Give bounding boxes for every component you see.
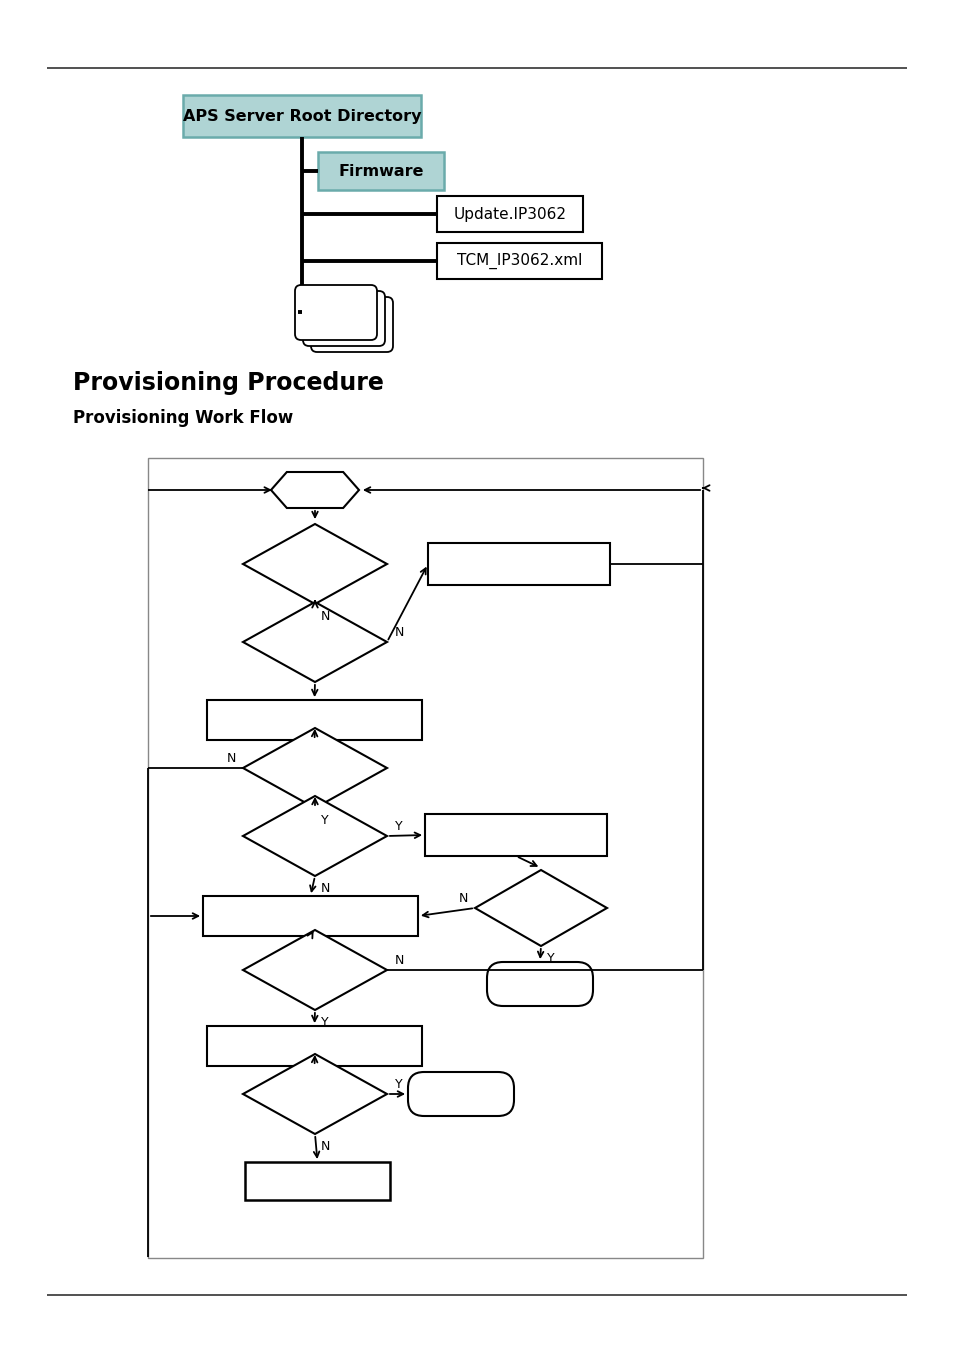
Text: N: N — [394, 953, 403, 967]
FancyBboxPatch shape — [424, 814, 606, 856]
Polygon shape — [243, 524, 387, 603]
Text: APS Server Root Directory: APS Server Root Directory — [183, 108, 421, 123]
FancyBboxPatch shape — [428, 543, 609, 585]
Text: N: N — [457, 891, 467, 904]
FancyBboxPatch shape — [294, 285, 376, 340]
Polygon shape — [243, 930, 387, 1010]
FancyBboxPatch shape — [486, 963, 593, 1006]
Text: Firmware: Firmware — [338, 163, 423, 178]
Text: N: N — [320, 882, 330, 895]
Text: Y: Y — [547, 952, 555, 964]
FancyBboxPatch shape — [203, 896, 417, 936]
FancyBboxPatch shape — [207, 701, 421, 740]
FancyBboxPatch shape — [317, 153, 443, 190]
FancyBboxPatch shape — [436, 243, 601, 279]
Text: Provisioning Procedure: Provisioning Procedure — [73, 371, 383, 396]
Text: Y: Y — [321, 1015, 329, 1029]
Text: N: N — [320, 609, 330, 622]
FancyBboxPatch shape — [303, 292, 385, 346]
Polygon shape — [243, 728, 387, 809]
Polygon shape — [243, 1054, 387, 1134]
Text: Update.IP3062: Update.IP3062 — [453, 207, 566, 221]
FancyBboxPatch shape — [245, 1162, 390, 1200]
Polygon shape — [243, 602, 387, 682]
FancyBboxPatch shape — [311, 297, 393, 352]
FancyBboxPatch shape — [408, 1072, 514, 1116]
Text: Y: Y — [395, 819, 402, 833]
Text: Y: Y — [395, 1077, 402, 1091]
Polygon shape — [475, 869, 606, 946]
FancyBboxPatch shape — [183, 95, 420, 136]
FancyBboxPatch shape — [436, 196, 582, 232]
Text: Y: Y — [321, 814, 329, 826]
Text: Provisioning Work Flow: Provisioning Work Flow — [73, 409, 293, 427]
Polygon shape — [243, 796, 387, 876]
Text: TCM_IP3062.xml: TCM_IP3062.xml — [456, 252, 581, 269]
Polygon shape — [271, 472, 358, 508]
Text: N: N — [226, 752, 235, 764]
FancyBboxPatch shape — [207, 1026, 421, 1066]
FancyBboxPatch shape — [148, 458, 702, 1258]
Text: N: N — [320, 1139, 330, 1153]
Text: N: N — [394, 625, 403, 639]
